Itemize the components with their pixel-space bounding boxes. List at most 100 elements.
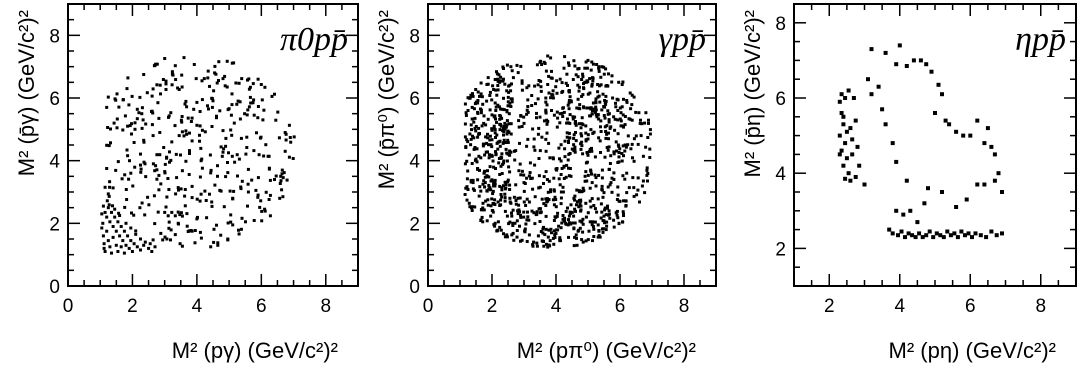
scatter-point <box>505 159 509 163</box>
scatter-point <box>926 186 930 191</box>
scatter-point <box>547 228 551 232</box>
scatter-point <box>579 126 583 130</box>
scatter-point <box>114 168 118 172</box>
scatter-point <box>940 190 944 194</box>
scatter-point <box>573 194 577 198</box>
scatter-point <box>566 158 570 162</box>
scatter-point <box>510 69 514 73</box>
scatter-point <box>489 214 493 218</box>
scatter-point <box>559 159 563 163</box>
scatter-point <box>489 143 493 147</box>
scatter-point <box>505 123 509 127</box>
scatter-point <box>542 175 546 179</box>
scatter-point <box>628 91 632 95</box>
scatter-point <box>277 136 281 140</box>
scatter-point <box>273 178 276 181</box>
scatter-point <box>480 95 484 99</box>
scatter-point <box>507 90 511 94</box>
scatter-point <box>594 97 598 101</box>
scatter-point <box>579 147 583 151</box>
scatter-point <box>217 60 221 64</box>
scatter-point <box>103 210 107 214</box>
scatter-point <box>499 75 503 79</box>
scatter-point <box>167 220 171 224</box>
scatter-point <box>565 121 569 125</box>
scatter-point <box>941 235 946 240</box>
scatter-point <box>544 149 548 153</box>
scatter-point <box>482 114 486 118</box>
scatter-point <box>512 149 516 153</box>
scatter-point <box>544 96 548 100</box>
scatter-point <box>569 174 573 178</box>
scatter-point <box>636 176 640 180</box>
scatter-point <box>510 211 513 215</box>
scatter-point <box>600 227 604 231</box>
scatter-point <box>139 237 142 241</box>
scatter-point <box>180 85 184 89</box>
scatter-point <box>195 123 199 127</box>
scatter-point <box>188 152 191 155</box>
scatter-point <box>503 199 507 203</box>
y-tick-label: 2 <box>49 214 60 235</box>
scatter-point <box>588 77 592 81</box>
scatter-point <box>615 149 618 153</box>
scatter-point <box>231 223 235 227</box>
scatter-point <box>618 106 622 110</box>
scatter-point <box>498 225 502 229</box>
scatter-point <box>179 153 182 157</box>
scatter-point <box>198 110 202 113</box>
scatter-point <box>472 188 476 192</box>
scatter-point <box>562 177 566 180</box>
scatter-point <box>486 198 490 202</box>
scatter-point <box>142 243 146 247</box>
scatter-point <box>504 183 508 186</box>
scatter-point <box>533 84 537 88</box>
scatter-point <box>574 123 578 127</box>
scatter-point <box>470 117 474 121</box>
scatter-point <box>527 233 531 237</box>
scatter-point <box>539 79 543 83</box>
scatter-point <box>614 105 618 109</box>
scatter-point <box>599 151 602 154</box>
scatter-point <box>498 173 502 176</box>
scatter-point <box>630 142 634 146</box>
scatter-point <box>258 205 262 209</box>
scatter-point <box>535 210 539 214</box>
scatter-point <box>226 161 229 164</box>
scatter-point <box>603 206 607 210</box>
scatter-point <box>541 231 545 235</box>
scatter-point <box>517 203 521 207</box>
scatter-point <box>853 175 858 179</box>
scatter-point <box>532 145 536 149</box>
scatter-point <box>595 210 599 214</box>
scatter-point <box>469 93 473 97</box>
scatter-point <box>985 126 990 131</box>
scatter-point <box>615 213 619 217</box>
scatter-point <box>267 198 271 201</box>
scatter-point <box>488 138 492 142</box>
x-tick-label: 0 <box>423 296 434 317</box>
scatter-point <box>200 98 204 102</box>
scatter-point <box>515 229 519 232</box>
scatter-point <box>514 183 518 187</box>
scatter-point <box>522 215 526 219</box>
scatter-point <box>127 103 131 107</box>
scatter-point <box>559 190 563 194</box>
scatter-point <box>503 180 507 184</box>
scatter-point <box>531 127 535 131</box>
scatter-point <box>228 189 232 193</box>
scatter-point <box>111 186 115 190</box>
scatter-point <box>232 121 236 125</box>
scatter-point <box>163 210 167 214</box>
scatter-point <box>890 141 895 146</box>
scatter-point <box>544 227 548 231</box>
scatter-point <box>198 175 202 179</box>
scatter-point <box>614 101 617 105</box>
scatter-point <box>929 69 934 74</box>
scatter-point <box>560 221 564 225</box>
scatter-point <box>592 227 596 231</box>
scatter-point <box>547 91 551 95</box>
scatter-point <box>540 63 544 66</box>
scatter-point <box>150 94 154 98</box>
